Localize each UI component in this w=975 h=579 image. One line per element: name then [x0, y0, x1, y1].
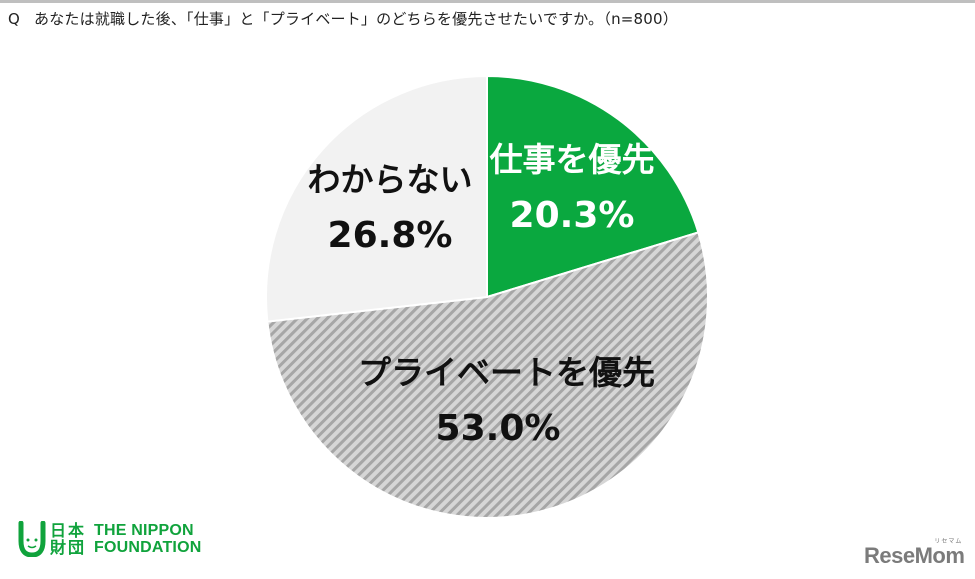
kanji-3: 財	[50, 538, 67, 557]
question-marker: Q	[8, 10, 21, 28]
private-label-pct: 53.0%	[435, 408, 561, 449]
work-label-pct: 20.3%	[509, 195, 635, 236]
resemom-sub: リセマム	[934, 539, 963, 545]
work-label-name: 仕事を優先	[489, 140, 655, 179]
unknown-label-pct: 26.8%	[327, 215, 453, 256]
unknown-label-name: わからない	[307, 160, 473, 199]
top-rule	[0, 0, 975, 3]
slice-label-unknown: わからない 26.8%	[300, 160, 480, 258]
resemom-text: ReseMom	[864, 543, 965, 568]
question-title: Q あなたは就職した後、「仕事」と「プライベート」のどちらを優先させたいですか。（…	[8, 8, 678, 29]
nippon-foundation-logo: 日 本 財 団 THE NIPPON FOUNDATION	[18, 521, 201, 557]
smiling-face-icon	[18, 521, 46, 557]
kanji-2: 本	[68, 521, 85, 540]
nippon-en-line1: THE NIPPON	[94, 522, 194, 539]
pie-slice-work	[486, 74, 700, 299]
pie-slice-unknown	[265, 74, 488, 323]
slice-label-work: 仕事を優先 20.3%	[487, 140, 657, 238]
kanji-4: 団	[68, 538, 85, 557]
nippon-kanji: 日 本 財 団	[50, 522, 86, 556]
private-label-name: プライベートを優先	[358, 353, 655, 392]
pie-slice-private	[266, 231, 709, 519]
slice-label-private: プライベートを優先 53.0%	[358, 353, 655, 451]
resemom-logo: リセマム ReseMom	[864, 539, 965, 569]
question-text: あなたは就職した後、「仕事」と「プライベート」のどちらを優先させたいですか。（n…	[34, 10, 678, 28]
kanji-1: 日	[50, 521, 67, 540]
nippon-en-line2: FOUNDATION	[94, 539, 202, 556]
nippon-english: THE NIPPON FOUNDATION	[94, 522, 201, 556]
